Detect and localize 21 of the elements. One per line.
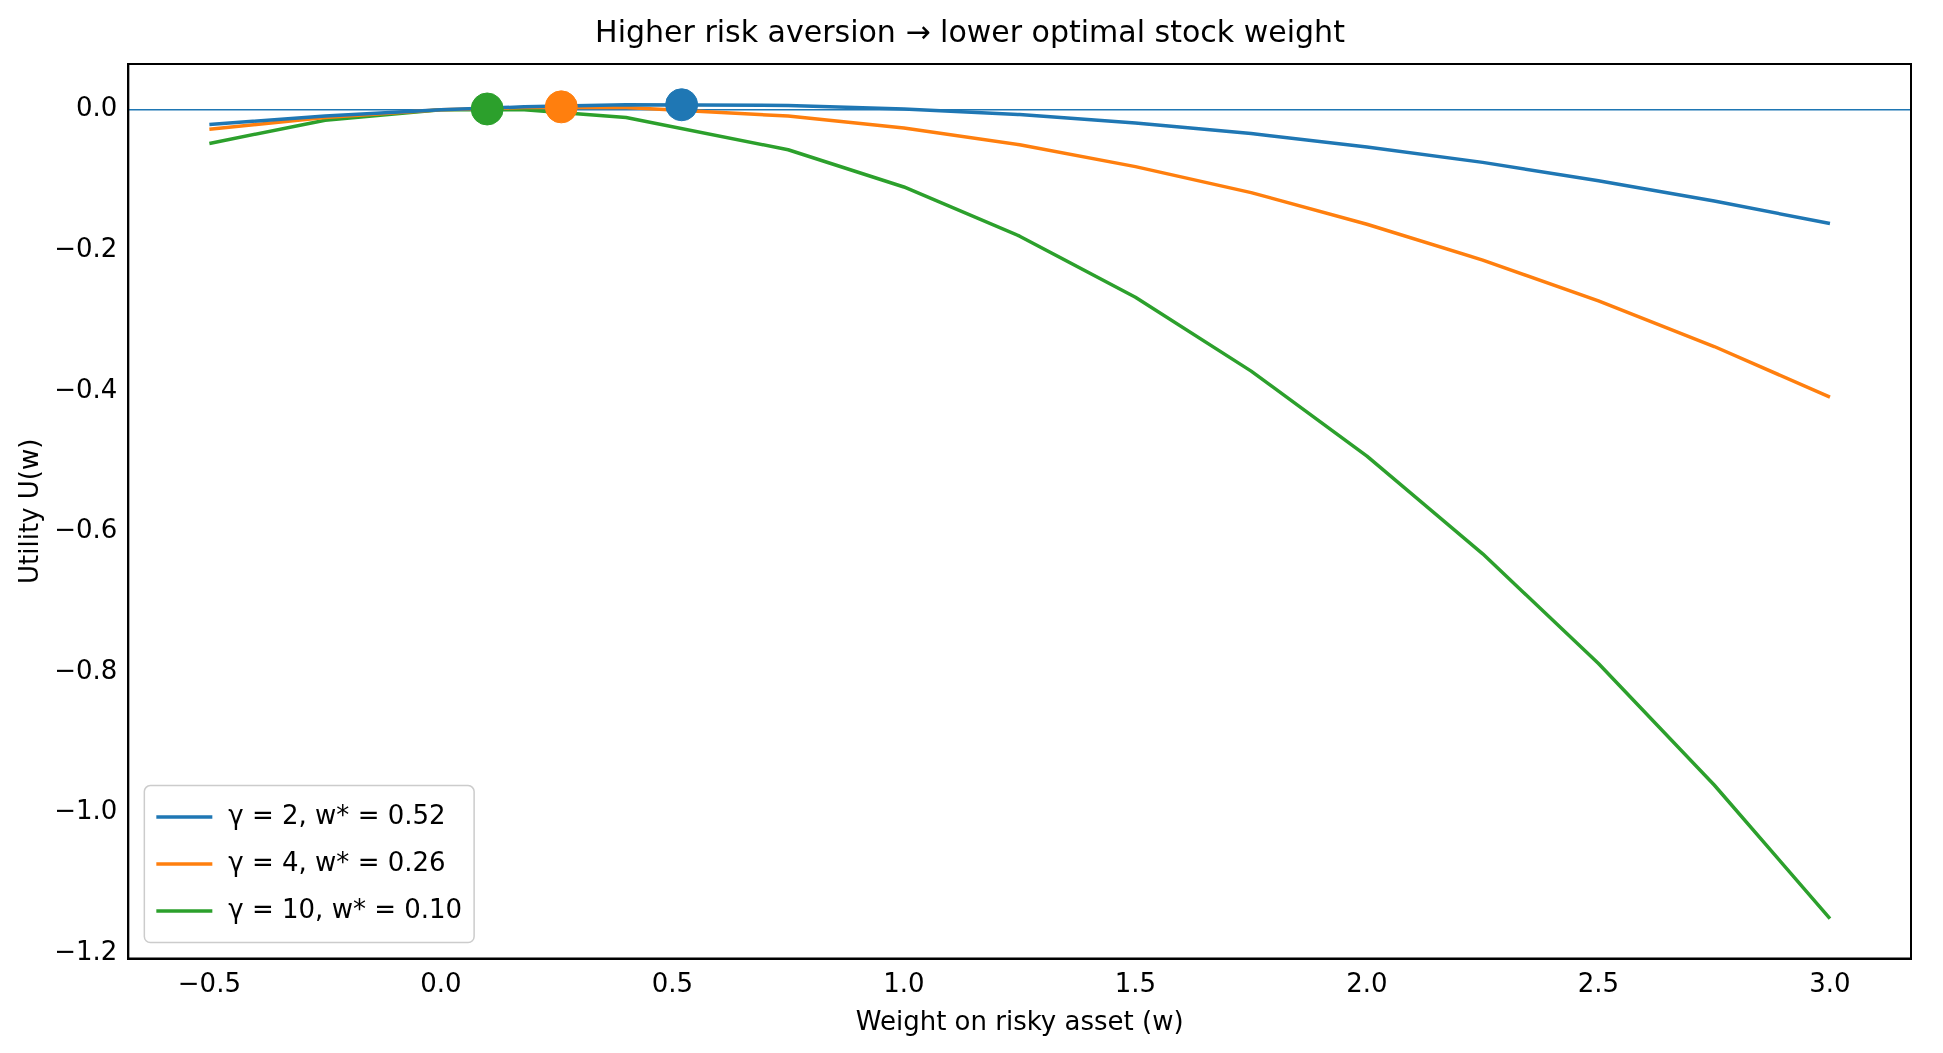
y-tick-label: −1.0: [54, 795, 118, 826]
x-tick-label: 1.5: [1114, 967, 1157, 998]
x-tick-label: 3.0: [1809, 967, 1851, 998]
x-tick-label: 0.5: [651, 967, 694, 998]
chart-title: Higher risk aversion → lower optimal stock weight: [595, 13, 1346, 49]
x-tick-label: 0.0: [420, 967, 462, 998]
legend-label: γ = 4, w* = 0.26: [228, 846, 446, 877]
x-tick-label: 1.0: [883, 967, 925, 998]
y-tick-label: −0.8: [54, 654, 118, 685]
y-tick-label: −1.2: [54, 935, 118, 966]
x-tick-label: 2.5: [1577, 967, 1620, 998]
y-tick-label: −0.2: [54, 232, 118, 263]
y-tick-label: −0.4: [54, 373, 118, 404]
x-tick-label: 2.0: [1346, 967, 1388, 998]
y-tick-label: −0.6: [54, 514, 118, 545]
x-axis-title: Weight on risky asset (w): [855, 1006, 1184, 1037]
y-axis-title: Utility U(w): [14, 438, 45, 584]
legend-label: γ = 2, w* = 0.52: [228, 799, 446, 830]
x-tick-label: −0.5: [177, 967, 241, 998]
y-tick-label: 0.0: [75, 92, 118, 123]
legend-label: γ = 10, w* = 0.10: [228, 893, 463, 924]
